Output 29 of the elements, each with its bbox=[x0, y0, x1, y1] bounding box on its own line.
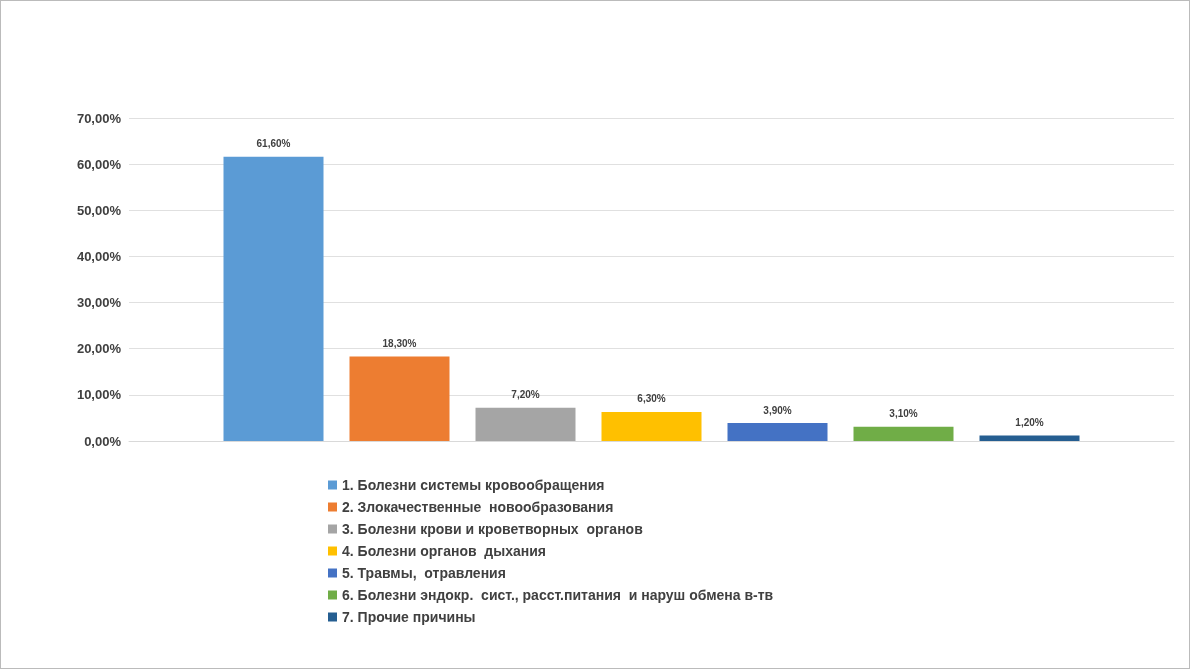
bar bbox=[727, 423, 828, 441]
bar bbox=[223, 156, 324, 441]
y-tick-label: 70,00% bbox=[76, 110, 122, 126]
y-tick-label: 30,00% bbox=[76, 295, 122, 311]
legend-label: 1. Болезни системы кровообращения bbox=[342, 477, 605, 493]
bar bbox=[349, 356, 450, 441]
legend-label: 3. Болезни крови и кроветворных органов bbox=[342, 521, 644, 537]
y-tick-label: 50,00% bbox=[76, 202, 122, 218]
legend-label: 6. Болезни эндокр. сист., расст.питания и наруш обмена в-тв bbox=[342, 587, 774, 603]
legend-label: 5. Травмы, отравления bbox=[342, 565, 506, 581]
data-label: 3,90% bbox=[763, 404, 792, 416]
legend-label: 4. Болезни органов дыхания bbox=[342, 543, 546, 559]
y-tick-label: 0,00% bbox=[84, 433, 122, 449]
bar bbox=[853, 426, 954, 441]
data-label: 6,30% bbox=[637, 393, 666, 405]
legend-label: 7. Прочие причины bbox=[342, 609, 476, 625]
legend-label: 2. Злокачественные новообразования bbox=[342, 499, 614, 515]
bar bbox=[475, 407, 576, 441]
y-tick-label: 40,00% bbox=[76, 248, 122, 264]
y-tick-label: 10,00% bbox=[76, 387, 122, 403]
data-label: 3,10% bbox=[889, 408, 918, 420]
data-label: 1,20% bbox=[1015, 416, 1044, 428]
data-label: 61,60% bbox=[256, 138, 291, 150]
data-label: 18,30% bbox=[382, 338, 417, 350]
bar bbox=[601, 411, 702, 441]
y-tick-label: 20,00% bbox=[76, 341, 122, 357]
data-label: 7,20% bbox=[511, 389, 540, 401]
bar bbox=[979, 435, 1080, 441]
y-tick-label: 60,00% bbox=[76, 156, 122, 172]
